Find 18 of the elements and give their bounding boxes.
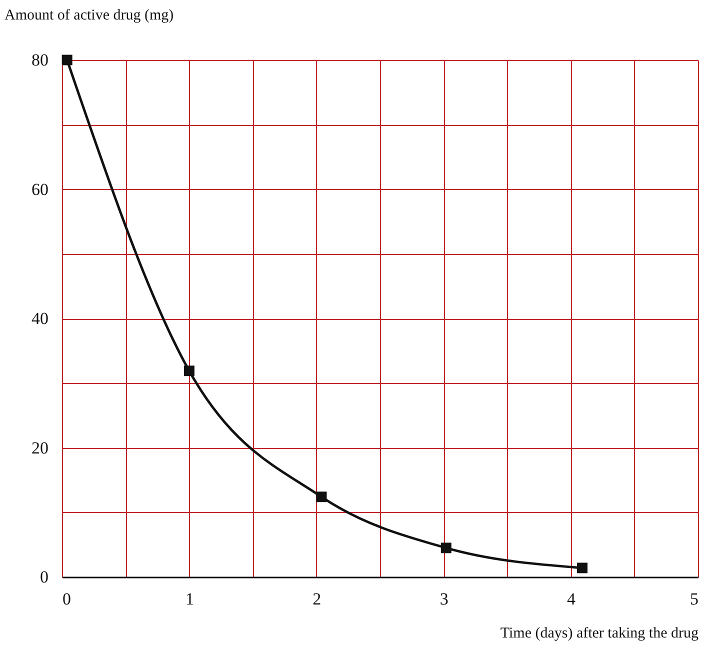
x-tick-label: 5 — [690, 590, 698, 608]
point — [62, 54, 72, 66]
point — [316, 492, 327, 502]
x-tick-label: 4 — [567, 590, 576, 608]
x-tick-label: 1 — [185, 590, 194, 608]
point — [184, 366, 194, 376]
y-tick-label: 40 — [32, 309, 48, 328]
y-axis-title: Amount of active drug (mg) — [4, 8, 174, 24]
x-axis-title: Time (days) after taking the drug — [500, 626, 699, 642]
point — [577, 562, 588, 574]
x-tick-label: 2 — [312, 590, 322, 608]
y-tick-label: 0 — [40, 568, 48, 586]
x-tick-label: 0 — [62, 590, 71, 608]
y-tick-label: 80 — [32, 50, 48, 70]
y-tick-label: 20 — [32, 438, 48, 458]
y-tick-label: 60 — [32, 180, 48, 199]
point — [440, 542, 452, 554]
x-tick-label: 3 — [440, 590, 448, 608]
